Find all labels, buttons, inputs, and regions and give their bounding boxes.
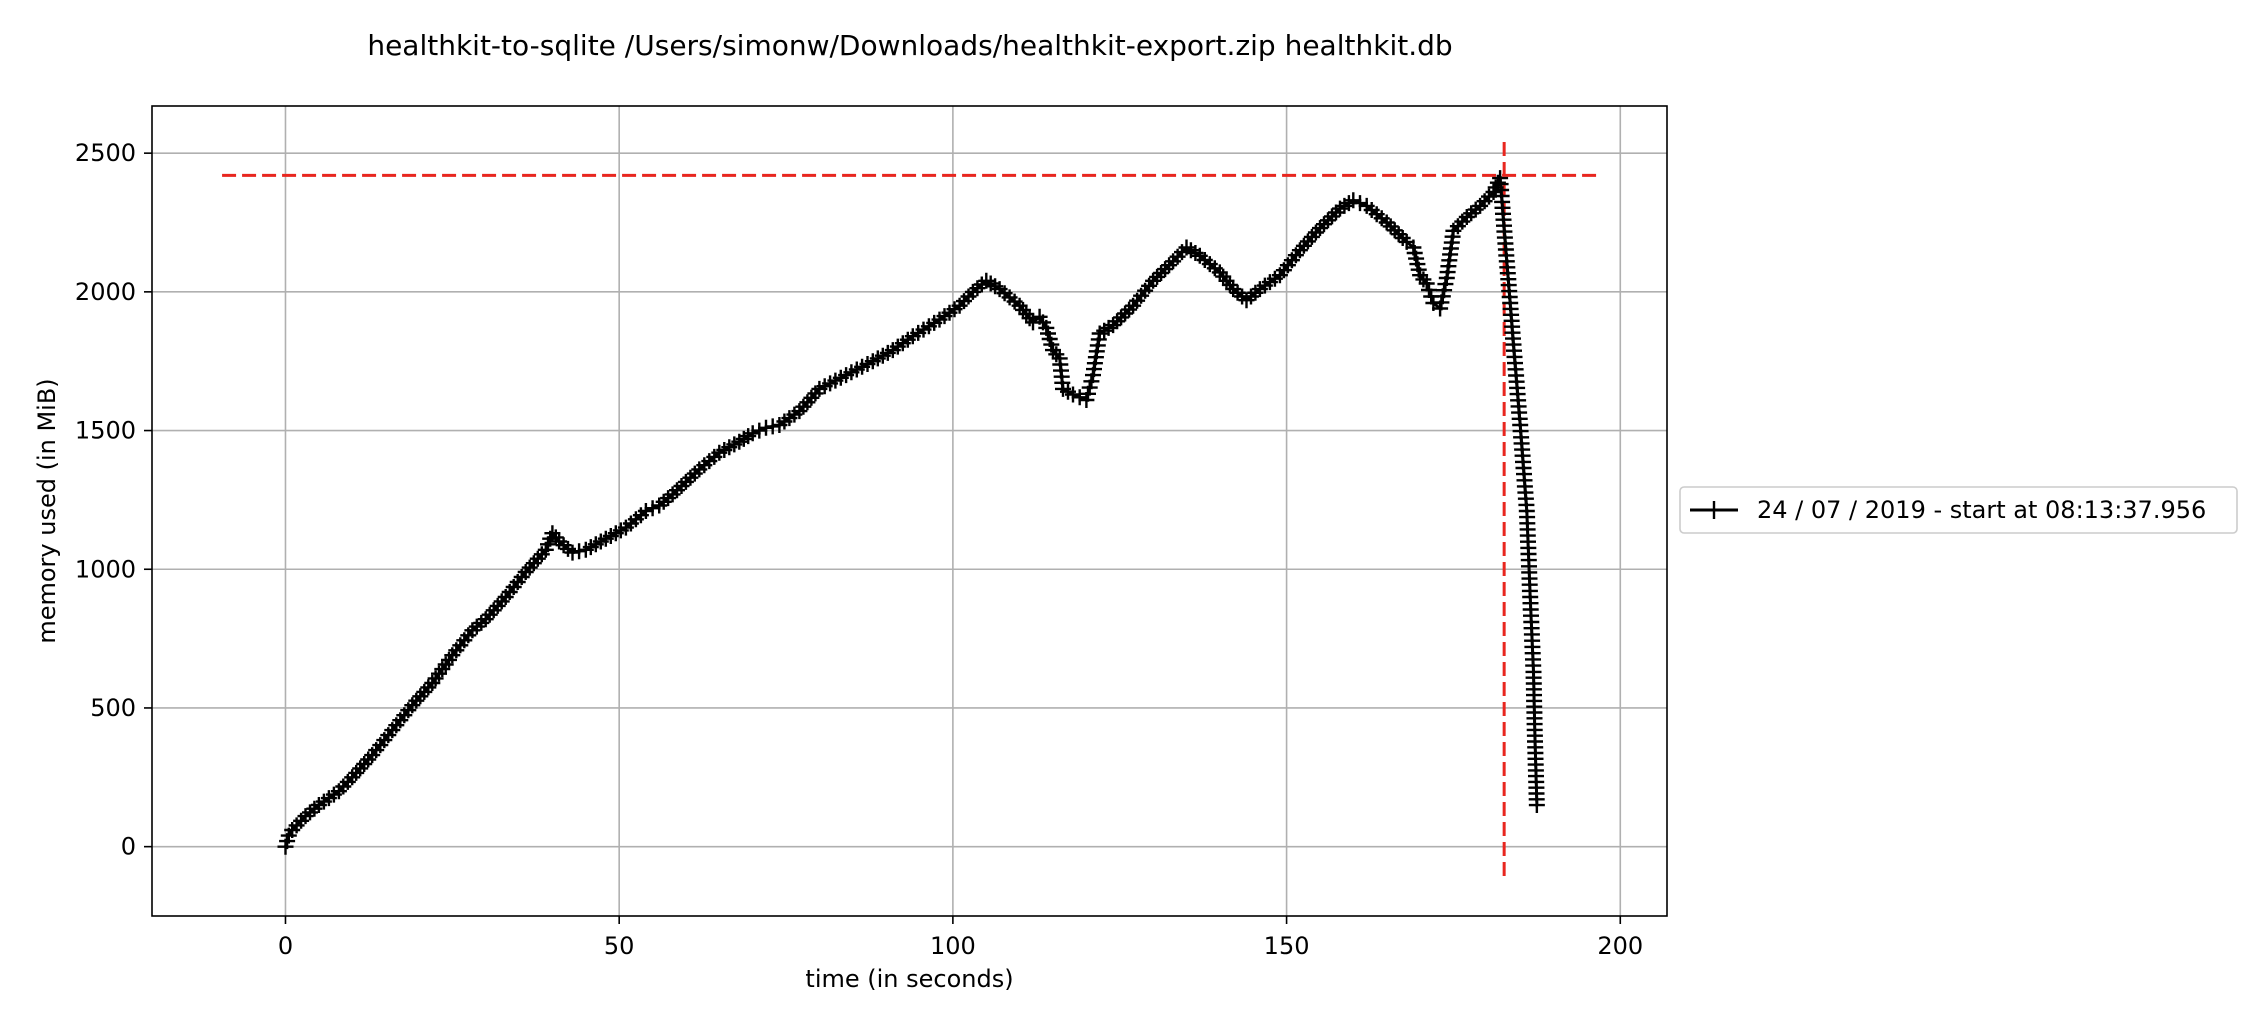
y-axis-label: memory used (in MiB): [33, 378, 61, 643]
data-point-marker: [1105, 317, 1122, 334]
data-point-marker: [1345, 192, 1362, 209]
axes-frame: [151, 105, 1668, 917]
data-point-marker: [1320, 212, 1336, 229]
data-point-marker: [1071, 389, 1088, 406]
data-point-marker: [758, 419, 774, 436]
data-point-marker: [751, 422, 768, 439]
legend-box: [1679, 486, 2238, 534]
reference-lines: [222, 142, 1597, 880]
data-point-marker: [1153, 265, 1170, 281]
data-point-marker: [1415, 271, 1432, 288]
data-point-marker: [1394, 230, 1411, 246]
x-axis: 0 50 100 150 200: [278, 916, 1643, 960]
x-tick-label: 100: [930, 932, 976, 960]
data-point-marker: [1048, 346, 1065, 363]
legend: 24 / 07 / 2019 - start at 08:13:37.956: [1679, 486, 2238, 534]
data-point-marker: [1113, 309, 1130, 326]
grid: [152, 106, 1667, 916]
data-point-marker: [764, 418, 781, 435]
data-point-marker: [1015, 301, 1031, 318]
x-tick-label: 150: [1264, 932, 1310, 960]
data-point-marker: [1109, 313, 1126, 330]
data-point-marker: [564, 544, 581, 561]
data-point-marker: [1161, 257, 1178, 274]
chart-title: healthkit-to-sqlite /Users/simonw/Downlo…: [367, 29, 1452, 62]
data-point-marker: [644, 500, 661, 517]
series-line: [284, 176, 1539, 848]
data-point-marker: [1328, 204, 1344, 221]
x-axis-label: time (in seconds): [805, 965, 1013, 993]
y-tick-label: 1500: [75, 417, 136, 445]
legend-label: 24 / 07 / 2019 - start at 08:13:37.956: [1757, 496, 2206, 524]
y-tick-label: 0: [121, 833, 136, 861]
x-tick-label: 0: [278, 932, 293, 960]
data-point-marker: [1382, 218, 1399, 235]
data-point-marker: [547, 529, 564, 546]
y-tick-label: 500: [90, 694, 136, 722]
data-point-marker: [744, 425, 761, 442]
data-point-marker: [1145, 272, 1162, 289]
data-point-marker: [1390, 226, 1407, 243]
y-tick-label: 1000: [75, 555, 136, 583]
data-point-marker: [1528, 797, 1545, 814]
data-point-marker: [1378, 214, 1395, 231]
data-point-marker: [1121, 301, 1138, 318]
x-tick-label: 50: [604, 932, 635, 960]
data-point-marker: [1117, 305, 1134, 322]
data-point-marker: [1352, 195, 1368, 212]
data-point-marker: [1218, 272, 1235, 289]
data-point-marker: [1065, 386, 1081, 403]
data-point-marker: [1312, 220, 1328, 237]
data-point-marker: [1324, 208, 1340, 225]
x-tick-label: 200: [1597, 932, 1643, 960]
data-point-marker: [1386, 222, 1403, 239]
series-layer: [277, 170, 1545, 855]
data-point-marker: [571, 543, 588, 560]
data-point-marker: [1316, 216, 1332, 233]
y-axis: 0 500 1000 1500 2000 2500: [75, 139, 152, 861]
data-point-marker: [1157, 261, 1174, 278]
data-point-marker: [637, 503, 654, 519]
data-point-marker: [1149, 268, 1166, 285]
y-tick-label: 2500: [75, 139, 136, 167]
y-tick-label: 2000: [75, 278, 136, 306]
series-markers: [277, 170, 1545, 855]
